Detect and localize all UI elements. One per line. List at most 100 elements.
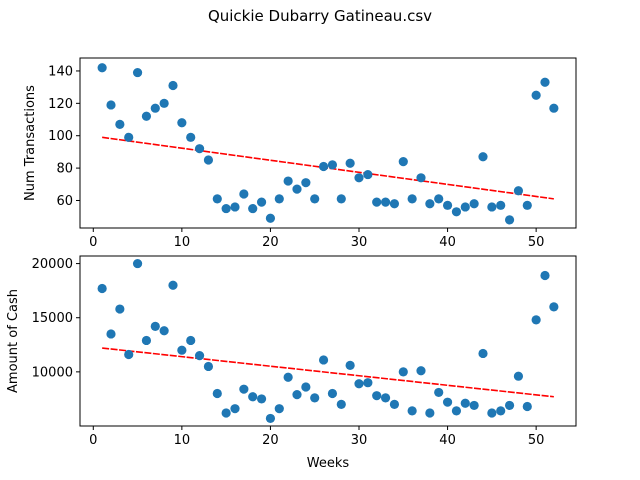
cash-data-point <box>372 391 382 401</box>
cash-data-point <box>416 366 426 376</box>
cash-data-point <box>354 379 364 389</box>
transactions-trend-line <box>102 136 554 200</box>
cash-data-point <box>221 408 231 418</box>
transactions-data-point <box>363 169 373 180</box>
cash-data-point <box>425 408 435 418</box>
transactions-data-point <box>212 194 222 204</box>
transactions-xtick-label: 30 <box>351 235 368 250</box>
transactions-data-point <box>132 67 143 78</box>
transactions-data-point <box>460 202 470 212</box>
cash-ytick-label: 10000 <box>32 365 73 380</box>
cash-ytick-label: 15000 <box>32 311 73 326</box>
cash-xtick-label: 10 <box>174 433 191 448</box>
transactions-data-point <box>221 203 231 214</box>
transactions-data-point <box>416 173 426 183</box>
cash-data-point <box>434 387 444 398</box>
transactions-data-point <box>106 100 116 110</box>
cash-data-point <box>380 393 391 403</box>
cash-data-point <box>540 270 550 281</box>
cash-data-point <box>522 401 532 412</box>
cash-data-point <box>301 382 311 392</box>
cash-axes-frame <box>79 255 577 427</box>
transactions-data-point <box>203 155 214 165</box>
cash-points <box>97 258 559 424</box>
figure-suptitle: Quickie Dubarry Gatineau.csv <box>208 7 432 25</box>
transactions-data-point <box>442 200 453 210</box>
cash-data-point <box>310 393 320 403</box>
transactions-data-point <box>150 103 160 113</box>
cash-data-point <box>398 367 408 377</box>
transactions-data-point <box>194 144 205 154</box>
transactions-ytick-label: 80 <box>56 162 73 177</box>
transactions-data-point <box>372 197 382 207</box>
transactions-data-point <box>336 194 346 204</box>
cash-data-point <box>168 280 178 290</box>
transactions-data-point <box>248 203 258 214</box>
transactions-data-point <box>283 176 293 186</box>
transactions-data-point <box>389 199 400 209</box>
cash-data-point <box>230 404 240 414</box>
transactions-ticks: 0 10 20 30 40 50 60 80 100 120 140 <box>48 64 544 250</box>
transactions-data-point <box>256 197 267 207</box>
cash-data-point <box>203 361 214 372</box>
cash-data-point <box>407 406 417 416</box>
cash-xtick-label: 50 <box>528 433 545 448</box>
transactions-data-point <box>425 199 435 209</box>
transactions-data-point <box>274 194 284 204</box>
transactions-trend-segment <box>102 136 554 200</box>
cash-data-point <box>389 399 400 409</box>
cash-data-point <box>256 394 267 404</box>
cash-data-point <box>141 335 152 346</box>
cash-panel: 0 10 20 30 40 50 10000 15000 20000 Amount of Cas… <box>6 255 577 471</box>
cash-data-point <box>336 399 346 409</box>
cash-data-point <box>186 335 196 346</box>
transactions-data-point <box>434 194 444 204</box>
transactions-data-point <box>301 178 311 188</box>
transactions-data-point <box>531 90 541 100</box>
cash-xtick-label: 20 <box>262 433 279 448</box>
cash-data-point <box>496 406 506 416</box>
transactions-ytick-label: 100 <box>48 129 73 144</box>
cash-ticks: 0 10 20 30 40 50 10000 15000 20000 <box>32 257 545 448</box>
transactions-data-point <box>124 132 134 142</box>
cash-data-point <box>318 355 329 365</box>
transactions-data-point <box>478 152 488 162</box>
transactions-data-point <box>345 158 355 168</box>
transactions-xtick-label: 40 <box>439 235 456 250</box>
cash-xtick-label: 30 <box>351 433 368 448</box>
transactions-xtick-label: 10 <box>174 235 191 250</box>
transactions-data-point <box>327 160 338 170</box>
cash-data-point <box>159 326 169 336</box>
cash-data-point <box>265 413 276 424</box>
cash-data-point <box>115 304 125 314</box>
transactions-data-point <box>310 194 320 204</box>
cash-data-point <box>274 404 284 414</box>
cash-data-point <box>106 329 116 339</box>
cash-ylabel: Amount of Cash <box>6 289 21 393</box>
cash-xlabel: Weeks <box>307 456 350 471</box>
transactions-data-point <box>504 215 515 225</box>
transactions-data-point <box>407 194 417 204</box>
cash-data-point <box>239 384 249 394</box>
cash-data-point <box>212 388 222 399</box>
cash-xtick-label: 0 <box>89 433 97 448</box>
cash-data-point <box>124 349 134 360</box>
cash-data-point <box>549 302 559 312</box>
transactions-data-point <box>496 200 506 210</box>
transactions-xtick-label: 0 <box>89 235 97 250</box>
cash-data-point <box>487 408 497 418</box>
cash-data-point <box>177 345 187 355</box>
transactions-data-point <box>354 173 364 183</box>
transactions-ytick-label: 60 <box>56 194 73 209</box>
cash-data-point <box>345 360 355 370</box>
transactions-ylabel: Num Transactions <box>23 85 38 201</box>
transactions-data-point <box>522 200 532 210</box>
transactions-data-point <box>186 132 196 142</box>
cash-data-point <box>327 388 338 399</box>
cash-data-point <box>469 400 479 411</box>
transactions-data-point <box>292 184 302 194</box>
cash-data-point <box>292 389 302 400</box>
transactions-panel: 0 10 20 30 40 50 60 80 100 120 140 Num Transaction… <box>23 57 577 250</box>
cash-data-point <box>478 348 488 359</box>
